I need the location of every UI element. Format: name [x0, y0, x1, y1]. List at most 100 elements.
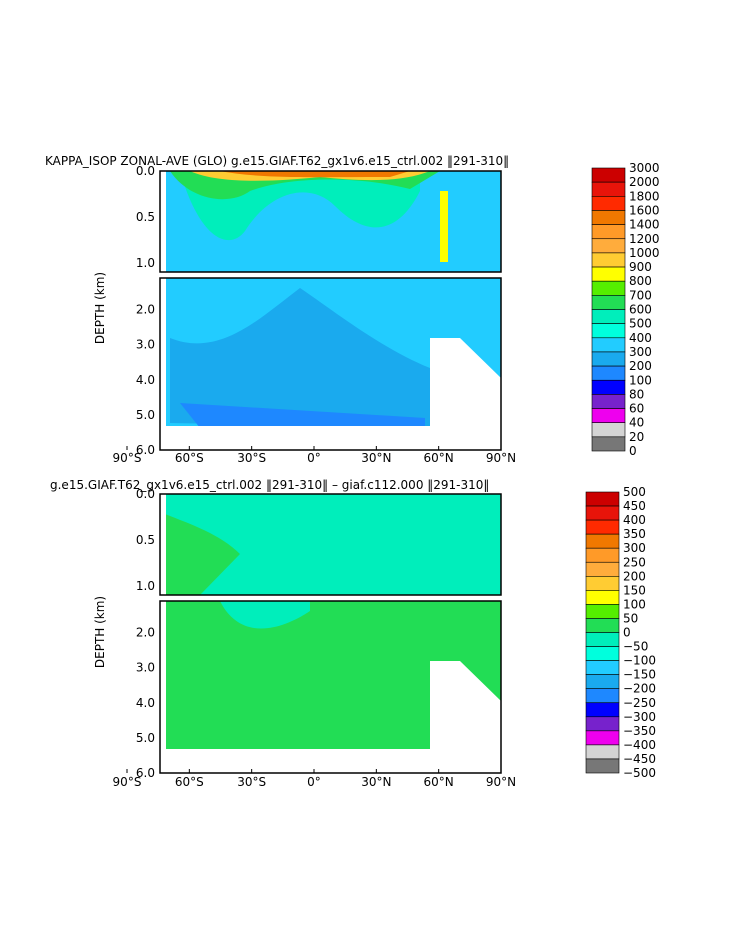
y-tick-label: 0.5	[136, 210, 155, 224]
x-tick-label: 30°S	[237, 775, 266, 789]
upper-frame	[159, 170, 502, 273]
y-tick-label: 0.5	[136, 533, 155, 547]
colorbar-label: 1200	[629, 232, 660, 246]
y-tick-label: 4.0	[136, 696, 155, 710]
x-tick-label: 30°N	[361, 451, 391, 465]
colorbar-label: 1800	[629, 189, 660, 203]
upper-frame	[159, 493, 502, 596]
colorbar-label: 350	[623, 527, 646, 541]
lower-field	[159, 600, 502, 774]
upper-field	[159, 170, 502, 273]
colorbar-swatch	[591, 323, 626, 339]
colorbar-swatch	[585, 674, 620, 690]
colorbar-label: 0	[623, 626, 631, 640]
colorbar-label: 200	[623, 569, 646, 583]
colorbar-swatch	[591, 351, 626, 367]
field-band-orange	[220, 171, 410, 178]
colorbar-label: 50	[623, 611, 638, 625]
chart-title-top: KAPPA_ISOP ZONAL-AVE (GLO) g.e15.GIAF.T6…	[45, 154, 509, 168]
field-mask-floor	[160, 426, 501, 450]
colorbar-swatch	[591, 422, 626, 438]
colorbar-swatch	[591, 181, 626, 197]
colorbar-swatch	[591, 196, 626, 211]
colorbar-label: 80	[629, 387, 644, 401]
colorbar-swatch	[585, 660, 620, 675]
colorbar-swatch	[585, 730, 620, 746]
colorbar-swatch	[585, 758, 620, 774]
colorbar-label: 450	[623, 499, 646, 513]
panel-top: KAPPA_ISOP ZONAL-AVE (GLO) g.e15.GIAF.T6…	[45, 154, 660, 465]
colorbar-swatch	[591, 238, 626, 254]
colorbar-swatch	[591, 224, 626, 240]
colorbar-swatch	[591, 295, 626, 310]
colorbar-label: 100	[623, 597, 646, 611]
colorbar-swatch	[591, 394, 626, 409]
y-tick-label: 4.0	[136, 373, 155, 387]
y-tick-label: 1.0	[136, 579, 155, 593]
upper-field	[159, 493, 502, 596]
colorbar-swatch	[591, 167, 626, 183]
colorbar-label: 60	[629, 402, 644, 416]
colorbar-swatch	[585, 590, 620, 605]
colorbar-label: 0	[629, 444, 637, 458]
colorbar-swatch	[585, 604, 620, 619]
x-tick-label: 90°S	[113, 775, 142, 789]
colorbar-label: 100	[629, 373, 652, 387]
colorbar-label: 200	[629, 359, 652, 373]
colorbar-label: −400	[623, 738, 656, 752]
colorbar-label: 150	[623, 583, 646, 597]
x-tick-label: 30°S	[237, 451, 266, 465]
chart-title-bottom: g.e15.GIAF.T62_gx1v6.e15_ctrl.002 ‖291-3…	[50, 478, 489, 492]
colorbar-swatch	[585, 646, 620, 661]
field-bottom	[180, 403, 425, 428]
x-tick-label: 30°N	[361, 775, 391, 789]
colorbar-label: 2000	[629, 175, 660, 189]
y-tick-label: 2.0	[136, 303, 155, 317]
y-tick-label: 0.0	[136, 487, 155, 501]
colorbar-label: 3000	[629, 161, 660, 175]
colorbar-label: −300	[623, 710, 656, 724]
colorbar-swatch	[585, 618, 620, 633]
colorbar-label: −150	[623, 668, 656, 682]
panel-bottom: g.e15.GIAF.T62_gx1v6.e15_ctrl.002 ‖291-3…	[50, 478, 656, 789]
y-tick-label: 5.0	[136, 408, 155, 422]
colorbar-label: 900	[629, 260, 652, 274]
colorbar-label: 400	[623, 513, 646, 527]
field-mask-n	[430, 661, 501, 773]
colorbar-label: 300	[623, 541, 646, 555]
colorbar-label: −250	[623, 696, 656, 710]
field-cyan	[220, 601, 310, 629]
x-tick-label: 60°S	[175, 775, 204, 789]
y-tick-label: 2.0	[136, 626, 155, 640]
colorbar-swatch	[591, 280, 626, 296]
colorbar-swatch	[585, 744, 620, 760]
colorbar-swatch	[591, 266, 626, 282]
colorbar-label: −200	[623, 682, 656, 696]
colorbar-label: 1000	[629, 246, 660, 260]
field-mask-floor	[160, 749, 501, 773]
colorbar-swatch	[585, 575, 620, 591]
colorbar-label: 1600	[629, 203, 660, 217]
colorbar-swatch	[591, 379, 626, 395]
y-axis-label-top: DEPTH (km)	[93, 272, 107, 344]
colorbar-swatch	[591, 408, 626, 423]
lower-frame	[159, 277, 502, 451]
x-tick-label: 0°	[307, 775, 321, 789]
colorbar-swatch	[591, 252, 626, 268]
y-tick-label: 6.0	[136, 766, 155, 780]
colorbar-label: 20	[629, 430, 644, 444]
field-plume	[440, 191, 448, 262]
colorbar-label: 600	[629, 303, 652, 317]
colorbar-swatch	[585, 491, 620, 507]
field-mask-n	[430, 338, 501, 450]
colorbar-label: 800	[629, 274, 652, 288]
y-tick-label: 0.0	[136, 164, 155, 178]
field-mask	[160, 171, 166, 272]
x-tick-label: 90°N	[486, 451, 516, 465]
colorbar-label: 300	[629, 345, 652, 359]
colorbar-swatch	[585, 688, 620, 704]
y-tick-label: 3.0	[136, 661, 155, 675]
field-green	[165, 514, 240, 595]
colorbar-label: 700	[629, 288, 652, 302]
